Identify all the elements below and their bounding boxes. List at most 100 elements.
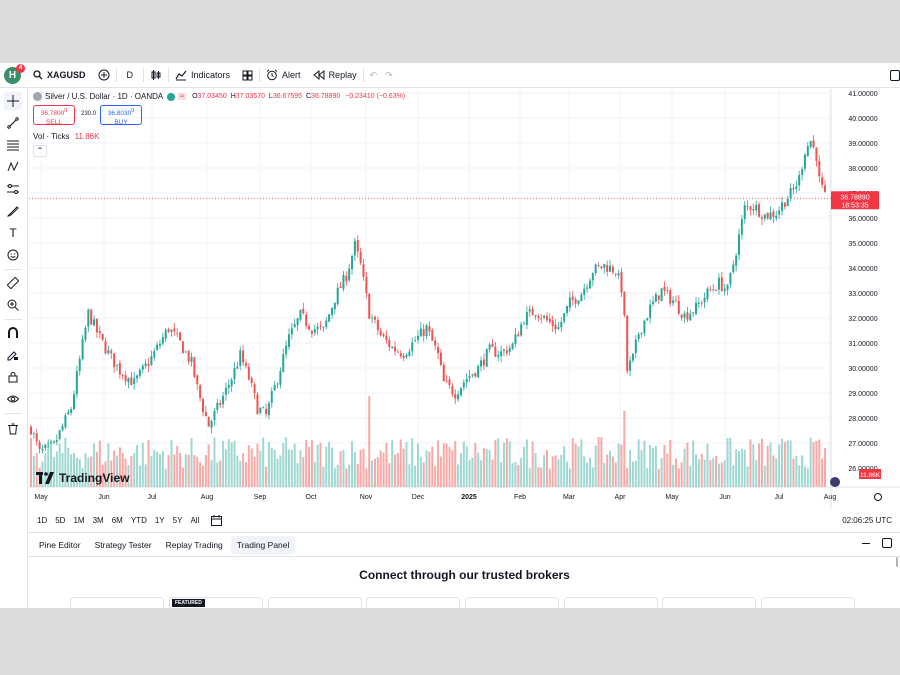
range-1m[interactable]: 1M <box>73 516 85 525</box>
interval-button[interactable]: D <box>117 63 144 88</box>
candle <box>462 382 465 388</box>
fib-tool[interactable] <box>4 136 22 154</box>
broker-card[interactable] <box>564 597 658 608</box>
candle <box>769 212 772 220</box>
alert-button[interactable]: Alert <box>260 63 307 88</box>
tab-pine-editor[interactable]: Pine Editor <box>39 539 81 550</box>
candle <box>144 363 147 367</box>
candle <box>325 320 328 327</box>
user-avatar[interactable]: H 4 <box>4 63 25 84</box>
candle <box>224 387 227 395</box>
range-5y[interactable]: 5Y <box>172 516 183 525</box>
range-5d[interactable]: 5D <box>55 516 66 525</box>
range-6m[interactable]: 6M <box>111 516 123 525</box>
minimize-panel-icon[interactable] <box>862 543 870 544</box>
pattern-tool[interactable] <box>4 158 22 176</box>
candle <box>445 380 448 382</box>
volume-bar <box>113 450 116 487</box>
broker-card[interactable] <box>268 597 362 608</box>
undo-button[interactable]: ↶ <box>364 63 384 88</box>
volume-bar <box>643 440 646 487</box>
redo-button[interactable]: ↷ <box>383 63 395 88</box>
volume-bar <box>425 450 428 487</box>
volume-bar <box>179 453 182 487</box>
symbol-search-button[interactable]: XAGUSD <box>27 63 92 88</box>
volume-bar <box>683 448 686 487</box>
volume-legend[interactable]: Vol · Ticks 11.86K <box>33 132 99 141</box>
magnet-tool[interactable] <box>4 324 22 342</box>
tab-strategy-tester[interactable]: Strategy Tester <box>94 539 152 550</box>
utc-clock[interactable]: 02:06:25 UTC <box>842 516 892 525</box>
volume-bar <box>190 437 193 487</box>
candle <box>84 327 87 340</box>
buy-button[interactable]: 36.80300 BUY <box>100 105 142 126</box>
range-ytd[interactable]: YTD <box>130 516 147 525</box>
divider <box>259 68 261 82</box>
volume-bar <box>144 464 147 487</box>
collapse-legend-button[interactable]: ⌃ <box>33 145 47 157</box>
legend-title[interactable]: Silver / U.S. Dollar · 1D · OANDA <box>45 92 164 101</box>
broker-card[interactable] <box>465 597 559 608</box>
candle <box>554 324 557 330</box>
compare-symbol-button[interactable] <box>92 63 116 88</box>
chart-type-button[interactable] <box>144 63 168 88</box>
candle <box>376 320 379 331</box>
volume-bar <box>216 462 219 487</box>
candle <box>356 239 359 252</box>
tab-trading-panel[interactable]: Trading Panel <box>230 535 296 554</box>
range-1d[interactable]: 1D <box>37 516 48 525</box>
layout-icon[interactable] <box>890 70 900 81</box>
last-price-tag[interactable] <box>831 191 879 210</box>
candle <box>577 300 580 304</box>
brush-tool[interactable] <box>4 202 22 220</box>
forecast-tool[interactable] <box>4 180 22 198</box>
volume-bar <box>809 437 812 487</box>
price-chart[interactable]: 41.0000040.0000039.0000038.0000037.00000… <box>29 89 900 509</box>
indicators-button[interactable]: Indicators <box>169 63 236 88</box>
volume-bar <box>75 457 78 487</box>
remove-drawings-tool[interactable] <box>4 420 22 438</box>
range-3m[interactable]: 3M <box>92 516 104 525</box>
broker-card[interactable] <box>662 597 756 608</box>
candle <box>141 365 144 370</box>
volume-bar <box>270 447 273 487</box>
volume-bar <box>457 464 460 487</box>
emoji-tool[interactable] <box>4 246 22 264</box>
candle <box>285 345 288 355</box>
candle <box>611 266 614 273</box>
candle <box>537 316 540 318</box>
measure-tool[interactable] <box>4 274 22 292</box>
crosshair-tool[interactable] <box>4 92 22 110</box>
candle <box>792 187 795 190</box>
panel-scrollbar[interactable] <box>896 557 898 567</box>
tradingview-logo-icon <box>36 472 54 484</box>
zoom-in-tool[interactable] <box>4 296 22 314</box>
volume-bar <box>778 444 781 487</box>
range-1y[interactable]: 1Y <box>154 516 165 525</box>
chart-pane[interactable]: 41.0000040.0000039.0000038.0000037.00000… <box>29 89 900 509</box>
text-tool[interactable]: T <box>4 224 22 242</box>
maximize-panel-icon[interactable] <box>882 538 892 548</box>
broker-card[interactable] <box>70 597 164 608</box>
candle <box>457 394 460 400</box>
sell-button[interactable]: 36.78000 SELL <box>33 105 75 126</box>
candle <box>425 325 428 336</box>
top-toolbar: H 4 XAGUSD D Indicators Alert <box>0 63 900 88</box>
settings-icon[interactable] <box>874 493 882 501</box>
hide-drawings-tool[interactable] <box>4 390 22 408</box>
replay-button[interactable]: Replay <box>307 63 363 88</box>
lock-drawings-tool[interactable] <box>4 368 22 386</box>
volume-bar <box>64 437 67 487</box>
range-all[interactable]: All <box>190 516 200 525</box>
trend-line-tool[interactable] <box>4 114 22 132</box>
tradingview-watermark[interactable]: TradingView <box>36 471 129 485</box>
open-value: 37.03450 <box>197 93 227 100</box>
templates-button[interactable] <box>236 63 259 88</box>
broker-card[interactable] <box>761 597 855 608</box>
stay-in-drawing-tool[interactable] <box>4 346 22 364</box>
broker-card[interactable] <box>366 597 460 608</box>
candle <box>697 302 700 305</box>
broker-card[interactable] <box>169 597 263 608</box>
tab-replay-trading[interactable]: Replay Trading <box>165 539 223 550</box>
calendar-icon[interactable] <box>211 515 223 526</box>
